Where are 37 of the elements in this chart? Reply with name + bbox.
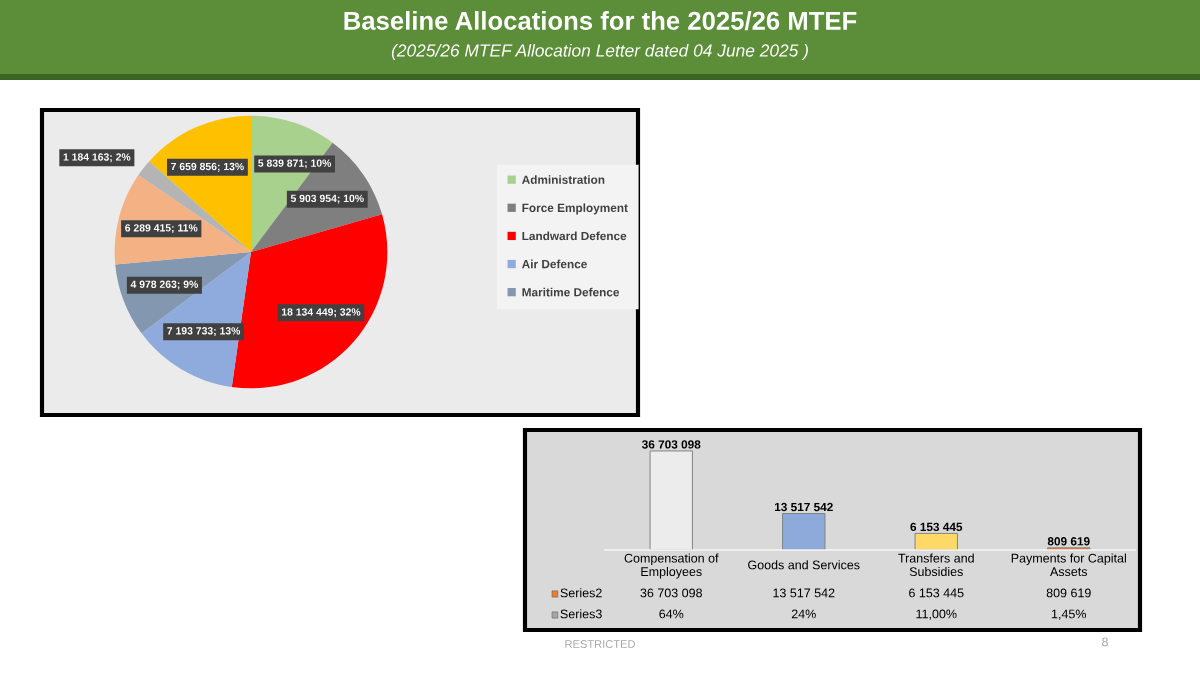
text: 36 703 098 (641, 440, 701, 449)
text: 24% (791, 609, 816, 619)
data-label: 6 289 415; 11% (125, 224, 198, 234)
data-label: 13 517 542 (773, 588, 835, 598)
data-label: 7 193 733; 13% (167, 327, 241, 336)
text: 13 517 542 (774, 502, 833, 512)
legend-label: Landward Defence (522, 231, 627, 241)
legend-label: Series3 (560, 609, 602, 619)
data-label: 809 619 (1046, 588, 1091, 598)
x-tick-label: Transfers and Subsidies (898, 553, 974, 577)
data-label: 6 153 445 (909, 588, 964, 598)
data-label: 5 839 871; 10% (258, 159, 332, 169)
data-label: 1 184 163; 2% (63, 153, 131, 163)
data-label: 7 659 856; 13% (171, 162, 244, 172)
text: 6 153 445 (910, 522, 963, 532)
text: RESTRICTED (565, 640, 635, 648)
legend-label: Maritime Defence (522, 287, 620, 297)
x-tick-label: Goods and Services (748, 560, 860, 570)
bar (914, 532, 958, 550)
text: 11,00% (916, 609, 957, 620)
x-tick-label: Compensation of Employees (624, 553, 719, 579)
data-label: 36 703 098 (640, 588, 702, 598)
text: 1,45% (1051, 609, 1087, 620)
bar (782, 513, 826, 550)
legend-label: Administration (521, 175, 605, 184)
data-label: 5 903 954; 10% (290, 194, 364, 204)
chart-subtitle: (2025/26 MTEF Allocation Letter dated 04 June 2025 ) (391, 43, 808, 61)
text: 809 619 (1047, 537, 1090, 546)
data-label: 18 134 449; 32% (281, 308, 361, 318)
data-label: 4 978 263; 9% (130, 280, 199, 290)
x-tick-label: Payments for Capital Assets (1011, 553, 1126, 577)
legend-label: Air Defence (521, 259, 587, 269)
chart-title: Baseline Allocations for the 2025/26 MTEF (344, 11, 857, 31)
text: 8 (1102, 637, 1108, 647)
legend-label: Force Employment (522, 203, 628, 215)
text: 64% (659, 609, 684, 619)
legend-label: Series2 (560, 588, 602, 598)
